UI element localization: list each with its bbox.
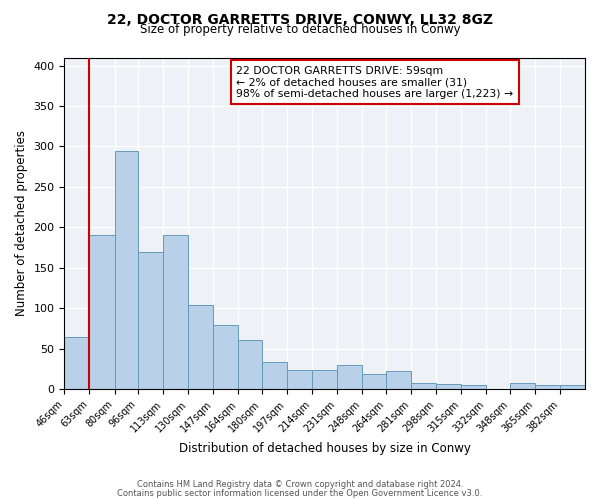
- Bar: [238, 340, 262, 389]
- Bar: [386, 372, 411, 389]
- X-axis label: Distribution of detached houses by size in Conwy: Distribution of detached houses by size …: [179, 442, 470, 455]
- Text: Size of property relative to detached houses in Conwy: Size of property relative to detached ho…: [140, 22, 460, 36]
- Bar: [214, 325, 238, 389]
- Text: 22, DOCTOR GARRETTS DRIVE, CONWY, LL32 8GZ: 22, DOCTOR GARRETTS DRIVE, CONWY, LL32 8…: [107, 12, 493, 26]
- Bar: [436, 384, 461, 389]
- Bar: [188, 305, 214, 389]
- Text: Contains public sector information licensed under the Open Government Licence v3: Contains public sector information licen…: [118, 488, 482, 498]
- Bar: [262, 362, 287, 389]
- Bar: [510, 384, 535, 389]
- Bar: [362, 374, 386, 389]
- Bar: [312, 370, 337, 389]
- Bar: [535, 385, 560, 389]
- Bar: [337, 365, 362, 389]
- Bar: [287, 370, 312, 389]
- Text: Contains HM Land Registry data © Crown copyright and database right 2024.: Contains HM Land Registry data © Crown c…: [137, 480, 463, 489]
- Bar: [89, 236, 115, 389]
- Text: 22 DOCTOR GARRETTS DRIVE: 59sqm
← 2% of detached houses are smaller (31)
98% of : 22 DOCTOR GARRETTS DRIVE: 59sqm ← 2% of …: [236, 66, 514, 99]
- Bar: [461, 385, 486, 389]
- Bar: [138, 252, 163, 389]
- Bar: [163, 236, 188, 389]
- Bar: [560, 385, 585, 389]
- Bar: [115, 150, 138, 389]
- Bar: [64, 338, 89, 389]
- Y-axis label: Number of detached properties: Number of detached properties: [15, 130, 28, 316]
- Bar: [411, 382, 436, 389]
